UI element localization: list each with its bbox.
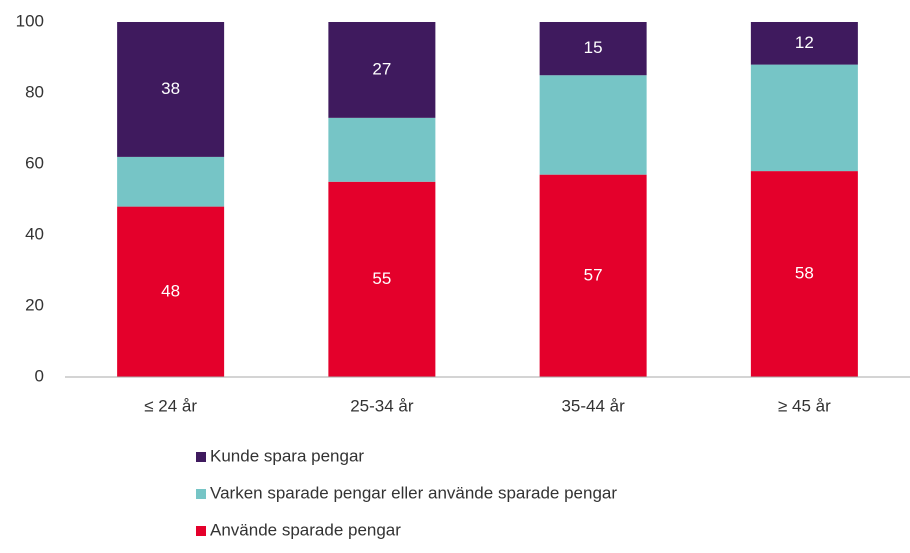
y-tick-label: 80	[25, 82, 44, 101]
data-label: 38	[161, 79, 180, 98]
data-label: 55	[372, 269, 391, 288]
bar-segment	[539, 174, 647, 377]
data-label: 58	[795, 264, 814, 283]
x-tick-label: 35-44 år	[561, 396, 625, 415]
legend-swatch	[196, 489, 206, 499]
x-tick-label: ≤ 24 år	[144, 396, 197, 415]
bar-segment	[328, 22, 436, 118]
legend-swatch	[196, 526, 206, 536]
bar-segment	[750, 64, 858, 172]
bar-segment	[117, 206, 225, 377]
data-label: 48	[161, 281, 180, 300]
bar-segment	[117, 22, 225, 157]
x-tick-label: 25-34 år	[350, 396, 414, 415]
bar-segment	[328, 181, 436, 377]
bar-segment	[539, 75, 647, 175]
y-tick-label: 0	[35, 366, 44, 385]
legend-label: Använde sparade pengar	[210, 520, 401, 539]
bar-segment	[750, 22, 858, 65]
y-tick-label: 20	[25, 295, 44, 314]
data-label: 12	[795, 33, 814, 52]
y-tick-label: 40	[25, 224, 44, 243]
legend-label: Kunde spara pengar	[210, 446, 364, 465]
y-tick-label: 60	[25, 153, 44, 172]
bar-segment	[750, 171, 858, 377]
bar-segment	[539, 22, 647, 76]
bar-segment	[117, 156, 225, 207]
data-label: 27	[372, 59, 391, 78]
x-tick-label: ≥ 45 år	[778, 396, 831, 415]
data-label: 15	[584, 38, 603, 57]
legend-swatch	[196, 452, 206, 462]
legend-label: Varken sparade pengar eller använde spar…	[210, 483, 617, 502]
bar-segment	[328, 117, 436, 182]
y-tick-label: 100	[16, 11, 44, 30]
data-label: 57	[584, 265, 603, 284]
